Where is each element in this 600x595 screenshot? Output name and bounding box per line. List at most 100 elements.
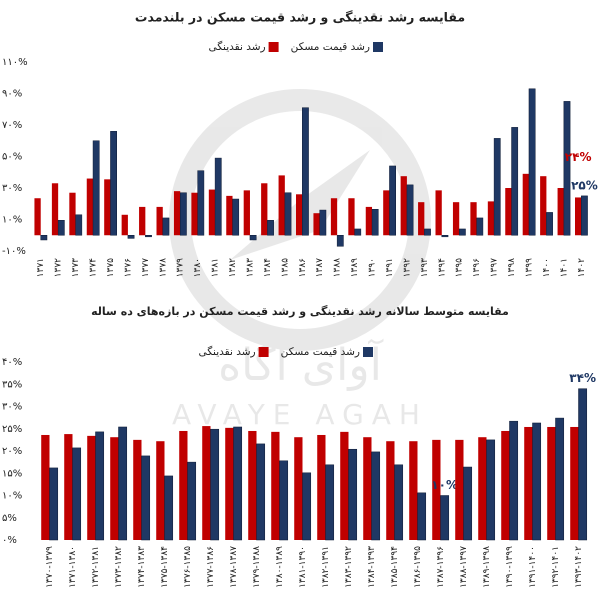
y-tick-label: ۵% [2,513,17,524]
x-tick-label: ۱۳۸۰-۱۳۸۹ [275,546,285,588]
bar [371,209,379,236]
bar [249,235,257,241]
bar [226,195,233,236]
bar [92,140,100,236]
bar [440,495,450,541]
x-tick-label: ۱۴۰۲ [577,258,587,278]
bar [243,190,250,236]
x-tick-label: ۱۳۷۰-۱۳۷۹ [45,546,55,588]
bar [547,426,556,540]
y-tick-label: ۵۰% [2,152,22,163]
bar [296,194,303,236]
bar [476,217,484,236]
bar [256,443,266,541]
x-tick-label: ۱۳۹۰-۱۳۹۹ [505,546,515,588]
y-tick-label: ۷۰% [2,120,22,131]
bar [133,439,142,540]
x-tick-label: ۱۳۷۶-۱۳۸۵ [183,546,193,588]
x-tick-label: ۱۳۷۲-۱۳۸۱ [91,546,101,588]
x-tick-label: ۱۳۹۳ [420,258,430,278]
y-tick-label: ۱۵% [2,468,22,479]
bar [279,460,289,541]
bar [330,198,338,236]
bar [432,439,441,540]
x-tick-label: ۱۳۸۹ [350,258,360,278]
bar [458,228,466,236]
legend-swatch [373,42,383,52]
y-tick-label: ۱۰% [2,215,22,226]
y-tick-label: ۰% [2,535,17,546]
legend-label: رشد قیمت مسکن [291,41,370,53]
bar [57,220,65,236]
bar [156,441,165,540]
x-tick-label: ۱۳۹۲-۱۴۰۱ [551,546,561,588]
x-tick-label: ۱۳۹۶ [472,258,482,278]
x-tick-label: ۱۴۰۰ [542,258,552,277]
bar [354,228,362,236]
value-label: ۱۰% [431,478,458,492]
x-tick-label: ۱۴۰۱ [559,258,569,277]
bar [284,192,292,236]
bar [325,464,335,541]
bar [179,430,188,540]
x-tick-label: ۱۳۸۸-۱۳۹۷ [459,546,469,588]
bar [267,220,274,236]
bar [86,178,94,236]
watermark-fa: آوای آگاه [218,338,384,391]
y-tick-label: ۱۰% [2,491,22,502]
bar [570,426,579,540]
bar [319,209,327,236]
y-tick-label: ۳۵% [2,379,22,390]
bar [271,431,280,540]
bar [348,448,358,541]
bar [383,190,390,236]
x-tick-label: ۱۳۹۴ [437,258,447,278]
bar [417,492,427,541]
bar [294,437,303,540]
bar [302,107,309,236]
bar [69,192,76,236]
bar [478,437,487,540]
bar [72,447,82,541]
x-tick-label: ۱۳۸۸ [333,258,343,278]
y-tick-label: ۲۰% [2,446,22,457]
bar [386,441,395,540]
x-tick-label: ۱۳۸۱ [211,258,221,277]
bar [524,426,533,540]
bar [575,197,582,236]
x-tick-label: ۱۳۹۲ [402,258,412,278]
bar [389,165,396,236]
bar [40,235,48,241]
bar [493,138,501,236]
bar [34,198,41,236]
x-tick-label: ۱۳۸۴-۱۳۹۳ [367,546,377,588]
bar [87,435,96,540]
x-tick-label: ۱۳۷۸ [158,258,168,278]
legend-label: رشد نقدینگی [198,345,255,358]
y-tick-label: -۱۰% [2,246,26,257]
bar [202,426,211,540]
bar [162,217,170,236]
x-tick-label: ۱۳۷۲ [54,258,64,278]
bar [139,206,146,236]
bar [121,214,128,236]
bar [104,179,111,236]
bar [41,434,50,540]
bar [164,475,174,541]
bar [509,420,519,541]
x-tick-label: ۱۳۷۴-۱۳۸۳ [137,546,147,588]
bar [455,439,464,540]
chart-title: مقایسه متوسط سالانه رشد نقدینگی و رشد قی… [91,305,509,318]
bar [441,235,449,238]
x-tick-label: ۱۳۷۳ [71,258,81,278]
bar [365,206,373,236]
bar [336,235,344,247]
x-tick-label: ۱۳۷۵ [106,258,116,278]
value-label: ۲۵% [571,178,598,192]
x-tick-label: ۱۳۸۲-۱۳۹۱ [321,546,331,588]
bar [208,189,216,236]
x-tick-label: ۱۳۷۶ [123,258,133,278]
bar [546,212,553,236]
bar [197,170,205,236]
bar [214,157,222,236]
